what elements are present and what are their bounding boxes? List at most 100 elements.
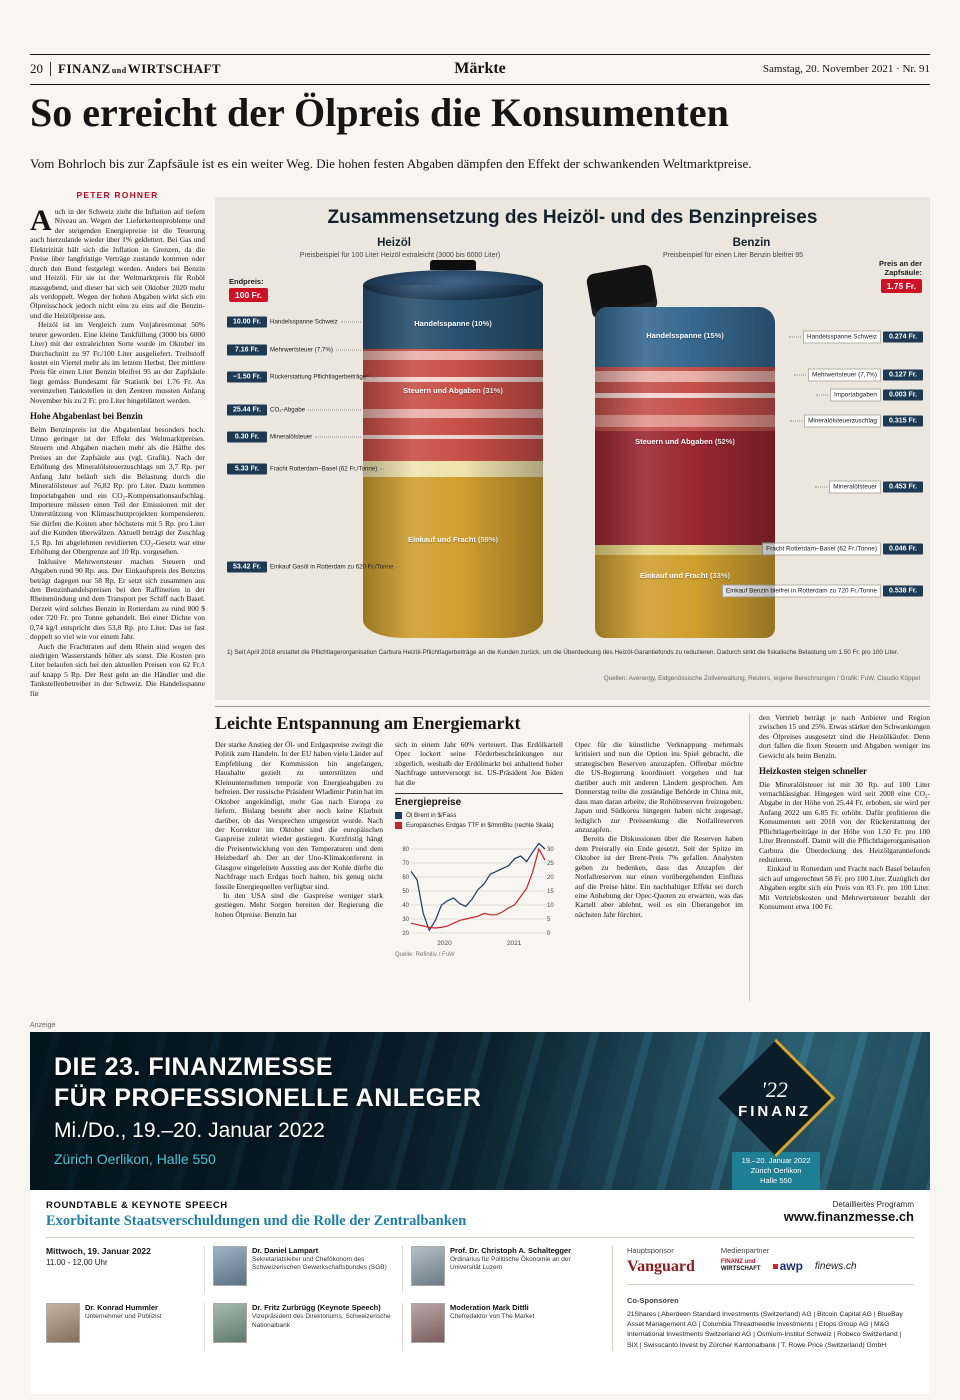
speaker-card: Moderation Mark Dittli Chefredaktor von … xyxy=(402,1303,592,1351)
masthead-divider xyxy=(50,62,51,76)
logo-date-ribbon: 19.–20. Januar 2022 Zürich Oerlikon Hall… xyxy=(731,1152,821,1190)
article2-column-1: Der starke Anstieg der Öl- und Erdgaspre… xyxy=(215,740,383,959)
event-date: Mittwoch, 19. Januar 2022 xyxy=(46,1246,151,1256)
masthead: 20 FINANZundWIRTSCHAFT xyxy=(30,61,221,77)
benzin-subtitle: Preisbeispiel für einen Liter Benzin ble… xyxy=(662,252,804,259)
masthead-und: und xyxy=(111,66,127,75)
program-url-link[interactable]: www.finanzmesse.ch xyxy=(783,1209,914,1224)
heizoel-price-row: 10.00 Fr. Handelsspanne Schweiz xyxy=(227,316,364,328)
paragraph: Heizöl ist im Vergleich zum Vorjahresmon… xyxy=(30,320,205,405)
infographic-footnote: 1) Seit April 2018 erstattet die Pflicht… xyxy=(227,649,899,656)
tank-cap-icon xyxy=(430,260,476,270)
speaker-name: Prof. Dr. Christoph A. Schaltegger xyxy=(450,1246,571,1255)
price-label: Mineralölsteuer xyxy=(270,433,313,441)
segment-einkauf: Einkauf und Fracht (59%) xyxy=(363,477,543,638)
anzeige-label: Anzeige xyxy=(30,1022,56,1029)
article2-column-2: sich in einem Jahr 60% verteuert. Das Er… xyxy=(395,740,563,959)
header-top-rule xyxy=(30,54,930,55)
benzin-endpreis: Preis an der Zapfsäule: 1.75 Fr. xyxy=(850,259,922,293)
article2-headline: Leichte Entspannung am Energiemarkt xyxy=(215,713,521,733)
price-label: Mineralölsteuerzuschlag xyxy=(804,414,881,428)
svg-text:80: 80 xyxy=(402,847,409,853)
heizoel-price-row: 5.33 Fr. Fracht Rotterdam–Basel (62 Fr./… xyxy=(227,463,385,475)
awp-logo: awp xyxy=(772,1259,803,1273)
speaker-card: Dr. Fritz Zurbrügg (Keynote Speech) Vize… xyxy=(204,1303,394,1351)
heizoel-price-row: −1.50 Fr. Rückerstattung Pflichtlagerbei… xyxy=(227,371,377,383)
band-importabgaben xyxy=(595,393,775,398)
price-value: 0.538 Fr. xyxy=(883,585,923,597)
brent-legend-swatch xyxy=(395,811,402,819)
roundtable-label: ROUNDTABLE & KEYNOTE SPEECH xyxy=(46,1200,228,1211)
speaker-card: Dr. Konrad Hummler Unternehmer und Publi… xyxy=(46,1303,196,1350)
issue-date: Samstag, 20. November 2021 · Nr. 91 xyxy=(762,63,930,75)
speaker-role: Chefredaktor von The Market xyxy=(450,1313,535,1321)
program-label: Detailliertes Programm xyxy=(832,1200,914,1209)
legend-label: Öl Brent in $/Fass xyxy=(406,811,457,819)
paragraph: Auch die Frachtraten auf dem Rhein sind … xyxy=(30,641,205,698)
section-title: Märkte xyxy=(454,60,506,77)
svg-text:2020: 2020 xyxy=(437,940,452,947)
price-label: Mehrwertsteuer (7,7%) xyxy=(808,368,881,382)
band-mehrwertsteuer xyxy=(363,351,543,360)
svg-text:20: 20 xyxy=(547,875,554,881)
svg-text:50: 50 xyxy=(402,889,409,895)
heizoel-price-row: 7.16 Fr. Mehrwertsteuer (7,7%) xyxy=(227,344,364,356)
heizoel-subtitle: Preisbeispiel für 100 Liter Heizöl extra… xyxy=(299,252,501,259)
price-value: 0.274 Fr. xyxy=(883,331,923,343)
price-value: 10.00 Fr. xyxy=(227,316,267,328)
speaker-photo xyxy=(46,1303,80,1344)
speaker-role: Unternehmer und Publizist xyxy=(85,1313,162,1321)
paragraph: Opec für die künstliche Verknappung mehr… xyxy=(575,740,743,834)
program-block: Detailliertes Programm www.finanzmesse.c… xyxy=(784,1200,914,1224)
price-label: Einkauf Benzin bleifrei in Rotterdam zu … xyxy=(722,584,881,598)
segment-steuern: Steuern und Abgaben (52%) xyxy=(595,367,775,545)
ad-title-line1: DIE 23. FINANZMESSE xyxy=(54,1053,333,1081)
price-value: −1.50 Fr. xyxy=(227,371,267,383)
segment-handelsspanne: Handelsspanne (15%) xyxy=(595,307,775,367)
article-subhead: Hohe Abgabenlast bei Benzin xyxy=(30,411,143,422)
diamond-logo-icon: '22 FINANZ xyxy=(716,1038,836,1158)
paragraph: Bereits die Diskussionen über die Reserv… xyxy=(575,834,743,919)
price-label: CO₂-Abgabe xyxy=(270,406,306,414)
page-header: 20 FINANZundWIRTSCHAFT Märkte Samstag, 2… xyxy=(30,56,930,82)
segment-label: Handelsspanne (15%) xyxy=(646,331,724,340)
cosponsors-block: Co-Sponsoren 21Shares | Aberdeen Standar… xyxy=(627,1284,914,1351)
price-composition-infographic: Zusammensetzung des Heizöl- und des Benz… xyxy=(215,197,930,700)
leader-line xyxy=(789,336,801,338)
ad-headline-block: DIE 23. FINANZMESSE FÜR PROFESSIONELLE A… xyxy=(54,1052,481,1167)
line-chart-canvas: 20 0 30 5 40 10 50 15 60 20 70 25 80 30 2020 2021 xyxy=(402,842,554,947)
benzin-price-row: Handelsspanne Schweiz 0.274 Fr. xyxy=(789,330,923,344)
speaker-card: Prof. Dr. Christoph A. Schaltegger Ordin… xyxy=(402,1246,592,1294)
vanguard-logo: Vanguard xyxy=(627,1258,695,1275)
svg-text:15: 15 xyxy=(547,889,554,895)
infographic-source: Quellen: Avenergy, Eidgenössische Zollve… xyxy=(603,675,920,682)
price-value: 0.315 Fr. xyxy=(883,415,923,427)
benzin-price-row: Fracht Rotterdam–Basel (62 Fr./Tonne) 0.… xyxy=(762,542,923,556)
speaker-name: Dr. Konrad Hummler xyxy=(85,1303,158,1313)
speakers-grid: Mittwoch, 19. Januar 2022 11.00 - 12.00 … xyxy=(46,1246,602,1351)
price-value: 0.127 Fr. xyxy=(883,369,923,381)
tank-top xyxy=(363,270,543,300)
band-mineraloelsteuerzuschlag xyxy=(595,415,775,427)
cosponsors-list: 21Shares | Aberdeen Standard Investments… xyxy=(627,1311,903,1349)
benzin-price-row: Mineralölsteuer 0.453 Fr. xyxy=(815,480,923,494)
finews-logo: finews.ch xyxy=(814,1260,857,1272)
svg-text:25: 25 xyxy=(547,861,554,867)
ad-info-panel: ROUNDTABLE & KEYNOTE SPEECH Exorbitante … xyxy=(30,1190,930,1394)
band-rueckerstattung xyxy=(363,377,543,382)
leader-line xyxy=(396,566,401,568)
roundtable-block: ROUNDTABLE & KEYNOTE SPEECH Exorbitante … xyxy=(46,1200,466,1230)
segment-fracht xyxy=(363,461,543,477)
logo-hall: Halle 550 xyxy=(760,1176,792,1186)
hauptsponsor-label: Hauptsponsor xyxy=(627,1246,674,1255)
benzin-price-row: Einkauf Benzin bleifrei in Rotterdam zu … xyxy=(722,584,923,598)
logo-date: 19.–20. Januar 2022 xyxy=(741,1156,811,1165)
price-label: Mineralölsteuer xyxy=(829,480,881,494)
price-label: Handelsspanne Schweiz xyxy=(270,318,338,326)
paragraph: Beim Benzinpreis ist die Abgabenlast bes… xyxy=(30,424,205,557)
heizoel-endpreis: Endpreis: 100 Fr. xyxy=(229,277,268,302)
price-value: 25.44 Fr. xyxy=(227,404,267,416)
speaker-card: Dr. Daniel Lampart Sekretariatsleiter un… xyxy=(204,1246,394,1294)
logo-name: FINANZ xyxy=(738,1102,812,1120)
